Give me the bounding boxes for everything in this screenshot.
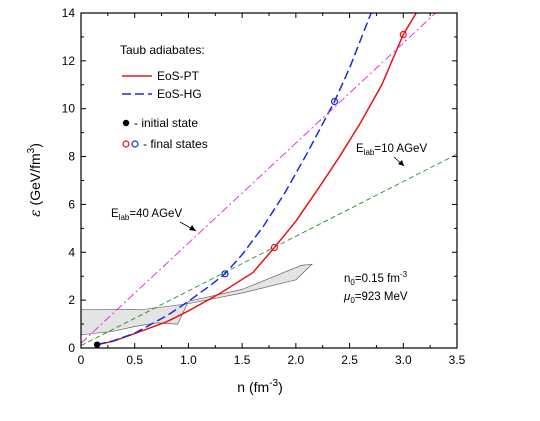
annotation-mu0-sub: 0 <box>350 296 355 305</box>
x-tick-label-3: 1.5 <box>234 353 251 367</box>
series-line-eos-hg <box>96 13 372 346</box>
final-state-point-2 <box>270 243 278 252</box>
annotation-elab-40-arrowhead <box>189 225 196 231</box>
y-tick-label-3: 6 <box>68 197 75 211</box>
series-line-line-3 <box>81 153 457 347</box>
legend-final-marker-blue <box>131 140 139 148</box>
legend: Taub adiabates: EoS-PT EoS-HG - initial … <box>120 43 208 151</box>
shaded-region-0 <box>81 263 313 336</box>
series-lines <box>81 13 457 347</box>
annotation-mu0: μ0=923 MeV <box>343 291 408 305</box>
annotation-n0-text: n0=0.15 fm-3 <box>344 270 408 287</box>
annotation-n0-sub: 0 <box>350 278 355 287</box>
x-axis-label-sup: -3 <box>269 378 278 389</box>
series-line-line-2 <box>81 13 436 344</box>
annotation-elab-40-e: E <box>111 208 119 220</box>
annotation-elab-40-end: =40 AGeV <box>129 208 182 220</box>
initial-state-point <box>93 341 101 348</box>
annotation-elab-10-e: E <box>356 143 364 155</box>
annotation-elab-40-text: Elab=40 AGeV <box>111 208 182 222</box>
x-tick-label-6: 3.0 <box>395 353 412 367</box>
x-axis-label-end: ) <box>278 379 283 395</box>
y-axis-label-text: (GeV/fm <box>27 153 43 209</box>
legend-final-marker-red <box>122 140 130 148</box>
y-axis-label-sup: 3 <box>26 147 37 153</box>
annotation-elab-40: Elab=40 AGeV <box>111 208 197 232</box>
x-axis-label: n (fm-3) <box>237 378 282 395</box>
y-tick-label-0: 0 <box>68 341 75 355</box>
final-state-point-3 <box>399 30 407 39</box>
legend-title: Taub adiabates: <box>120 43 205 57</box>
legend-label-eos-hg: EoS-HG <box>157 87 202 101</box>
state-markers <box>93 30 407 348</box>
x-axis-label-text: n (fm <box>237 379 269 395</box>
y-tick-label-2: 4 <box>68 245 75 259</box>
annotation-elab-10: Elab=10 AGeV <box>356 143 427 167</box>
y-tick-label-1: 2 <box>68 293 75 307</box>
legend-initial-marker <box>122 119 130 127</box>
y-axis-label: ε (GeV/fm3) <box>26 143 44 217</box>
annotation-elab-10-arrowhead <box>398 160 404 166</box>
x-tick-label-7: 3.5 <box>449 353 466 367</box>
x-tick-label-5: 2.5 <box>341 353 358 367</box>
annotation-mu0-mu: μ <box>343 291 351 303</box>
annotation-mu0-text: μ0=923 MeV <box>343 291 408 305</box>
x-tick-label-0: 0 <box>78 353 85 367</box>
y-tick-label-5: 10 <box>62 102 76 116</box>
y-tick-label-4: 8 <box>68 150 75 164</box>
shaded-regions <box>81 263 313 336</box>
y-tick-label-6: 12 <box>62 54 76 68</box>
axis-ticks: 0 0.5 1.0 1.5 2.0 2.5 3.0 3.5 0 2 4 6 8 10 12 14 <box>62 6 466 367</box>
legend-label-eos-pt: EoS-PT <box>157 69 200 83</box>
y-axis-label-end: ) <box>27 143 43 148</box>
annotation-n0-n: n <box>344 273 350 285</box>
y-tick-label-7: 14 <box>62 6 76 20</box>
final-state-point-1 <box>330 97 339 106</box>
legend-initial-label: - initial state <box>134 116 198 130</box>
final-state-point-0 <box>221 270 229 278</box>
x-tick-label-1: 0.5 <box>126 353 143 367</box>
legend-final-label: - final states <box>143 137 208 151</box>
y-axis-label-symbol: ε <box>28 209 44 217</box>
annotation-n0-sup: -3 <box>400 270 408 279</box>
annotation-n0: n0=0.15 fm-3 <box>344 270 408 287</box>
x-tick-label-2: 1.0 <box>180 353 197 367</box>
annotation-elab-10-end: =10 AGeV <box>374 143 427 155</box>
annotation-elab-40-sub: lab <box>119 213 130 222</box>
annotation-n0-mid: =0.15 fm <box>355 273 400 285</box>
annotation-mu0-end: =923 MeV <box>355 291 408 303</box>
x-tick-label-4: 2.0 <box>288 353 305 367</box>
annotation-elab-10-sub: lab <box>364 148 375 157</box>
annotation-elab-10-text: Elab=10 AGeV <box>356 143 427 157</box>
